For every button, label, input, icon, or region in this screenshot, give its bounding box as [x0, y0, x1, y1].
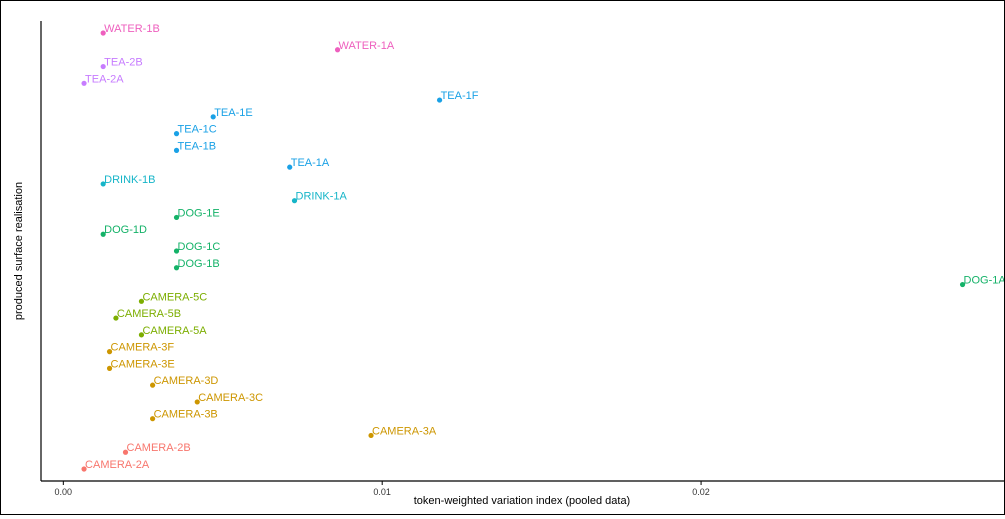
- data-point: [334, 47, 341, 53]
- data-point: [210, 114, 216, 120]
- point-label: DOG-1B: [178, 258, 220, 270]
- point-label: TEA-1E: [214, 107, 253, 119]
- data-point: [287, 164, 293, 170]
- data-point: [122, 449, 129, 455]
- data-point: [138, 298, 145, 304]
- point-label: CAMERA-5C: [142, 291, 207, 303]
- axes: [40, 21, 1004, 482]
- point-label: TEA-2A: [85, 73, 124, 85]
- data-points: WATER-1B WATER-1A TEA-2B TEA-2A TEA-1F TEA-1E…: [81, 23, 1005, 472]
- point-label: TEA-2B: [104, 57, 143, 69]
- data-point: [138, 332, 145, 338]
- data-point: [100, 181, 106, 187]
- x-tick-label: 0.01: [373, 487, 391, 497]
- data-point: [173, 131, 180, 137]
- point-label: CAMERA-2B: [127, 442, 191, 454]
- point-label: CAMERA-3D: [154, 375, 219, 387]
- point-label: DOG-1D: [104, 224, 147, 236]
- point-label: CAMERA-5B: [117, 308, 181, 320]
- data-point: [436, 97, 443, 103]
- point-label: WATER-1B: [104, 23, 160, 35]
- y-axis-label: produced surface realisation: [13, 182, 25, 320]
- point-label: CAMERA-3A: [372, 425, 437, 437]
- data-point: [100, 30, 106, 36]
- point-label: WATER-1A: [339, 40, 395, 52]
- x-ticks: 0.00 0.01 0.02: [55, 481, 710, 497]
- point-label: TEA-1C: [178, 124, 217, 136]
- data-point: [173, 265, 180, 271]
- point-label: DRINK-1A: [296, 191, 348, 203]
- data-point: [173, 248, 180, 254]
- point-label: DOG-1C: [178, 241, 221, 253]
- data-point: [81, 80, 87, 86]
- point-label: TEA-1A: [291, 157, 330, 169]
- data-point: [81, 466, 87, 472]
- data-point: [959, 281, 966, 288]
- point-label: CAMERA-3F: [111, 342, 175, 354]
- data-point: [106, 349, 113, 355]
- data-point: [100, 63, 106, 70]
- point-label: DRINK-1B: [104, 174, 155, 186]
- data-point: [113, 315, 119, 321]
- data-point: [194, 399, 200, 405]
- point-label: CAMERA-3C: [198, 392, 263, 404]
- x-tick-label: 0.00: [55, 487, 73, 497]
- point-label: CAMERA-3B: [154, 409, 218, 421]
- point-label: CAMERA-5A: [142, 325, 207, 337]
- data-point: [106, 365, 113, 371]
- point-label: DOG-1E: [178, 207, 220, 219]
- x-tick-label: 0.02: [692, 487, 710, 497]
- data-point: [150, 382, 156, 388]
- point-label: CAMERA-3E: [111, 358, 175, 370]
- data-point: [150, 416, 156, 422]
- point-label: TEA-1F: [441, 90, 479, 102]
- point-label: DOG-1A: [964, 275, 1004, 287]
- data-point: [291, 198, 298, 204]
- point-label: TEA-1B: [178, 140, 217, 152]
- data-point: [368, 432, 374, 439]
- point-label: CAMERA-2A: [85, 459, 150, 471]
- x-axis-label: token-weighted variation index (pooled d…: [414, 495, 630, 507]
- data-point: [173, 147, 180, 153]
- data-point: [100, 231, 106, 237]
- data-point: [173, 214, 180, 221]
